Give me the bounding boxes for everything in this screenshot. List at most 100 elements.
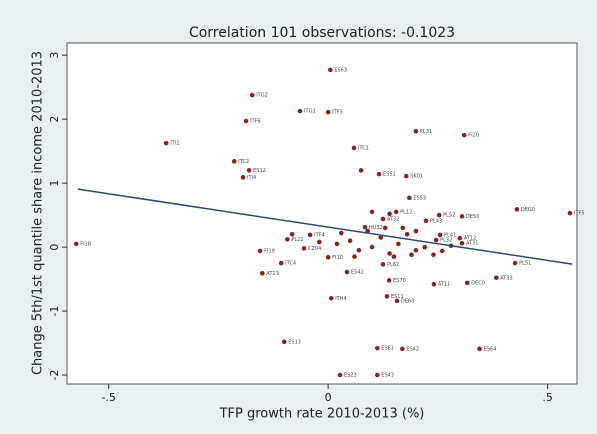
x-axis-label: TFP growth rate 2010-2013 (%): [219, 407, 425, 422]
point: [423, 218, 429, 224]
point-label: PL31: [420, 129, 432, 135]
point: [351, 145, 357, 151]
point-label: DE50: [466, 214, 479, 220]
point: [407, 195, 412, 201]
point-label: HU32: [369, 225, 383, 231]
point: [369, 209, 375, 215]
point-label: ES42: [406, 346, 419, 352]
point: [358, 168, 364, 173]
point-label: FI19: [264, 248, 275, 254]
x-tick-label: .5: [542, 391, 553, 404]
point: [260, 271, 265, 276]
point: [278, 260, 284, 266]
point: [382, 225, 388, 231]
point-label: ITF3: [332, 110, 343, 116]
point: [307, 232, 313, 238]
point: [400, 346, 405, 352]
point-label: ES23: [344, 373, 357, 379]
point-label: ITC1: [358, 145, 369, 151]
point: [362, 224, 368, 230]
point: [404, 231, 410, 237]
point: [297, 108, 303, 114]
point: [380, 262, 386, 267]
point: [376, 171, 382, 177]
point: [400, 225, 406, 231]
point: [339, 230, 344, 236]
point: [337, 372, 343, 378]
point: [328, 67, 333, 73]
point: [514, 207, 520, 212]
point: [477, 346, 482, 352]
point-label: ES53: [413, 195, 426, 201]
point: [387, 211, 392, 217]
point: [369, 244, 375, 250]
point: [437, 232, 443, 238]
point: [73, 241, 79, 247]
point: [439, 248, 445, 254]
point: [325, 109, 331, 115]
point-label: ES63: [334, 67, 347, 73]
point: [393, 209, 399, 215]
point-label: DEC0: [471, 280, 485, 286]
point-label: ITI2: [170, 141, 179, 147]
point-label: PL12: [400, 209, 412, 215]
point: [384, 294, 390, 299]
point: [281, 339, 287, 345]
chart-title: Correlation 101 observations: -0.1023: [189, 25, 455, 41]
point-label: PL52: [443, 213, 455, 219]
point: [243, 118, 249, 124]
y-axis-label: Change 5th/1st quantile share income 201…: [31, 51, 46, 375]
y-tick-label: 3: [48, 52, 61, 59]
point-label: ITF5: [574, 211, 585, 217]
point: [334, 241, 340, 247]
point: [289, 231, 295, 237]
point-label: ITC2: [238, 159, 249, 165]
point-label: ES61: [381, 346, 394, 352]
point: [344, 269, 350, 275]
point-label: PL43: [430, 218, 442, 224]
point: [433, 237, 439, 243]
point: [459, 214, 465, 219]
point: [240, 175, 246, 180]
point-label: FI1B: [80, 241, 92, 247]
point: [457, 235, 463, 241]
point-label: ES70: [393, 278, 406, 284]
x-tick-label: -.5: [101, 391, 115, 404]
point: [464, 280, 470, 286]
point: [493, 275, 499, 281]
point: [325, 255, 331, 260]
point-label: AT13: [266, 271, 278, 277]
point: [396, 241, 401, 247]
point-label: SK01: [410, 174, 423, 180]
point: [422, 244, 428, 250]
point: [431, 281, 437, 287]
point: [413, 247, 419, 253]
point-label: AT32: [387, 216, 399, 222]
point: [375, 372, 380, 378]
point: [257, 248, 263, 254]
point-label: DE60: [401, 298, 414, 304]
plot-area: [66, 42, 578, 385]
point-label: ES13: [288, 339, 301, 345]
point-label: ES11: [391, 294, 404, 300]
point: [285, 237, 290, 242]
point-label: AT11: [438, 282, 450, 288]
point: [352, 254, 357, 259]
point-label: PL41: [444, 232, 456, 238]
point-label: DEG0: [521, 207, 535, 213]
point: [413, 228, 419, 234]
point: [301, 246, 307, 251]
point: [246, 168, 252, 173]
point-label: ES12: [253, 168, 266, 174]
point-label: CZ04: [308, 246, 321, 252]
y-tick-label: 0: [48, 244, 61, 251]
y-tick-label: 1: [48, 180, 61, 187]
point: [328, 295, 334, 301]
point-label: PL51: [519, 261, 531, 267]
fit-line: [77, 188, 573, 265]
point-label: AT33: [500, 275, 512, 281]
point: [403, 173, 409, 179]
point-label: ES64: [484, 346, 497, 352]
